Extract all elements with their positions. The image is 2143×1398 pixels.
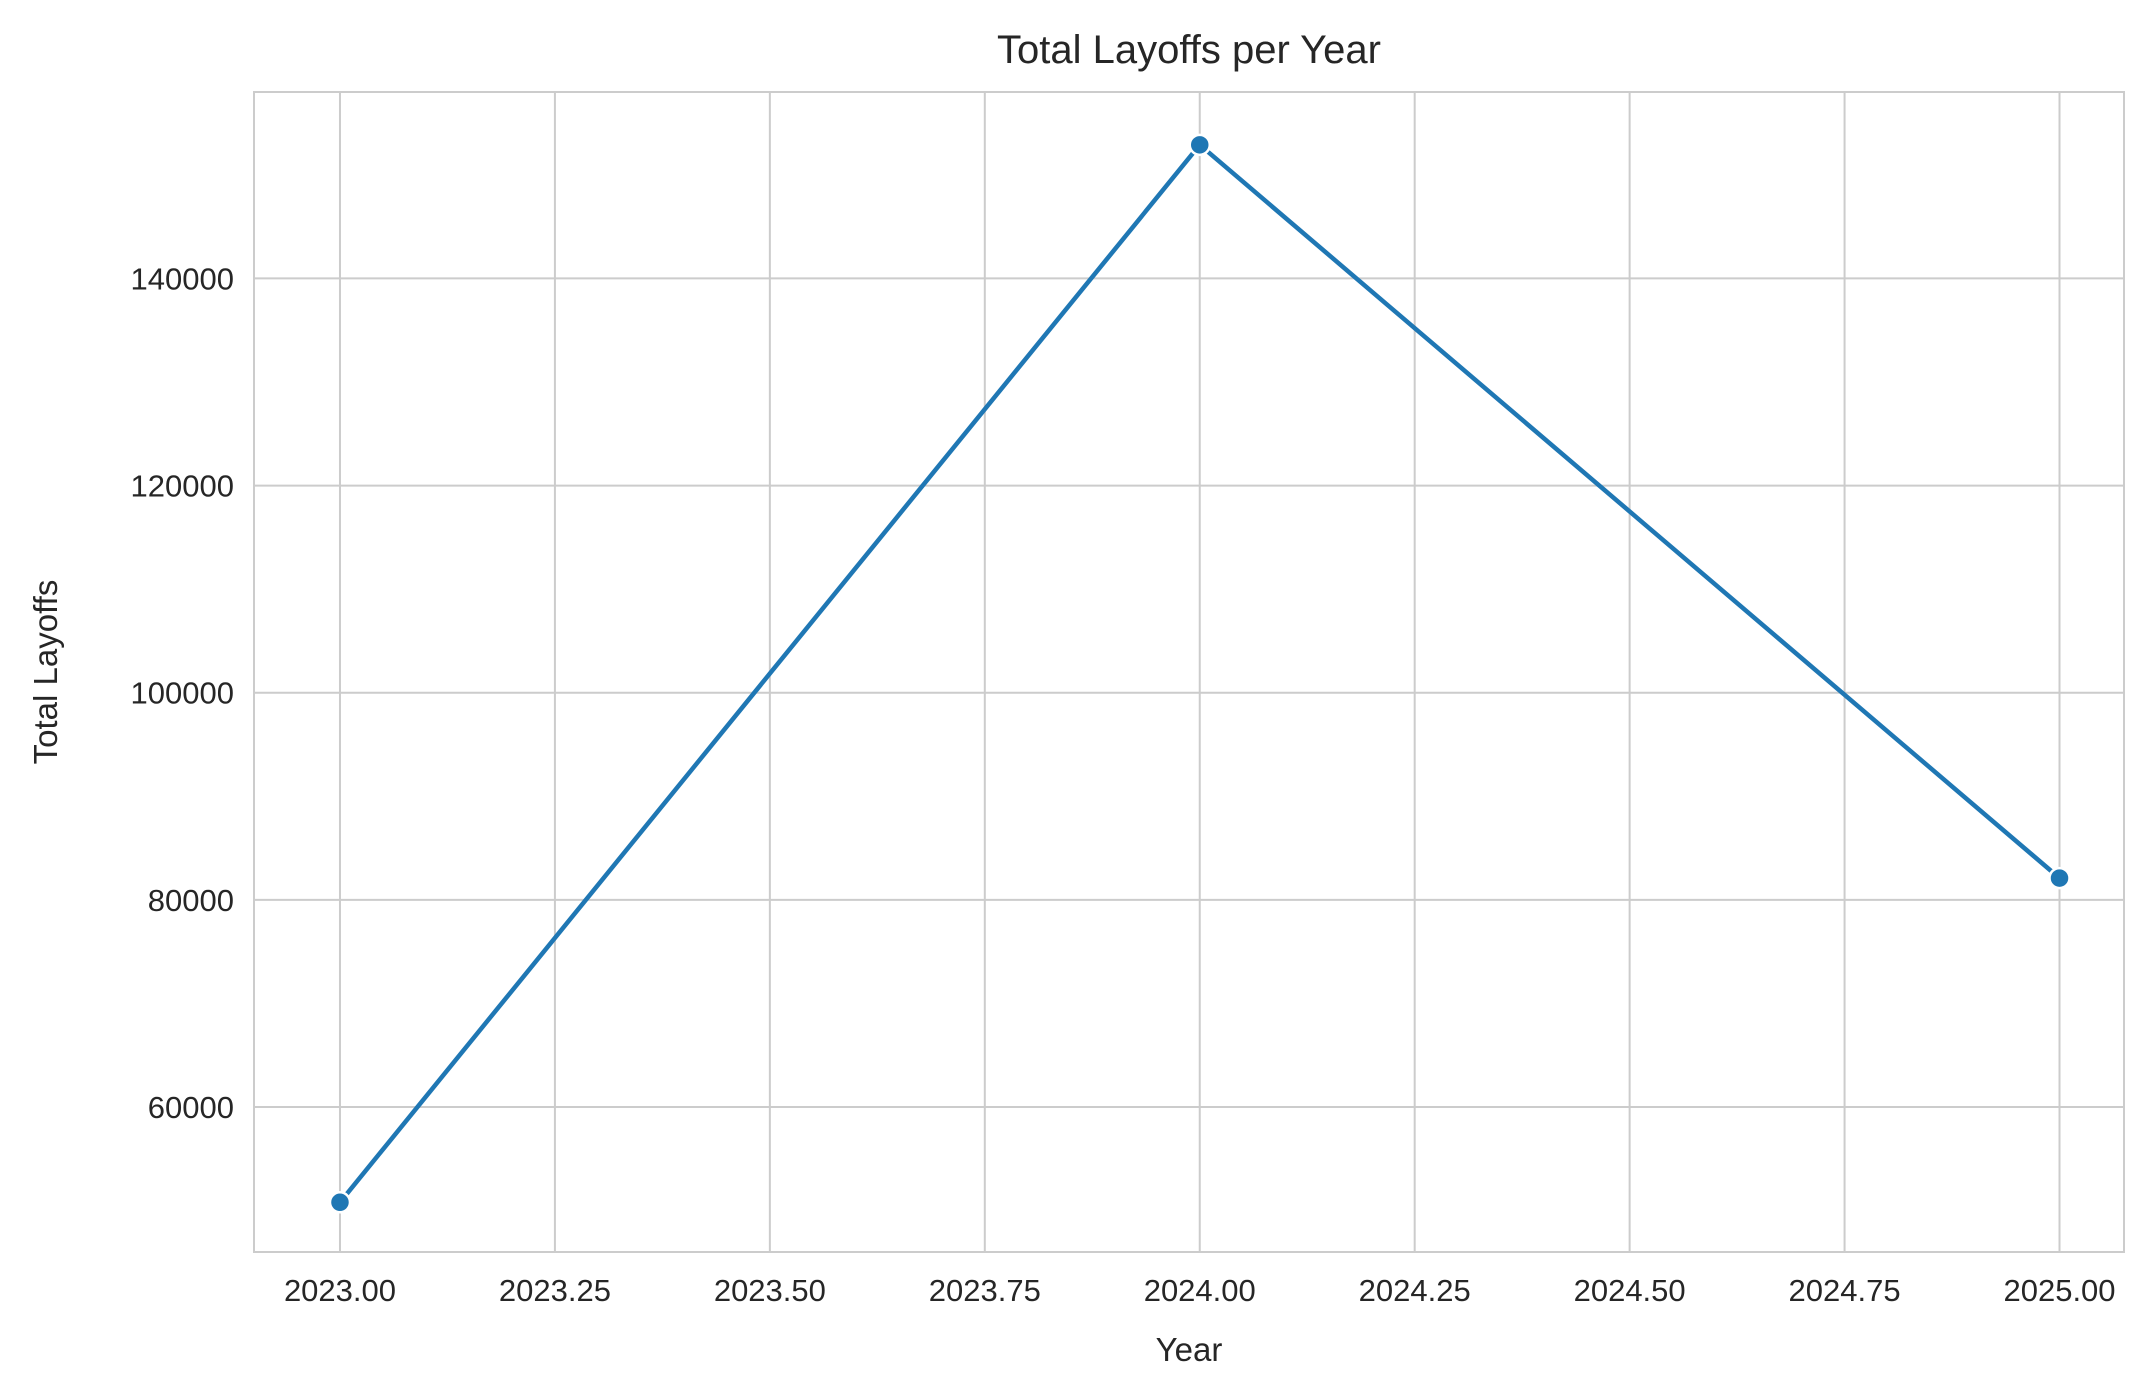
y-tick-label: 140000 xyxy=(131,261,234,296)
x-tick-label: 2024.50 xyxy=(1574,1273,1686,1308)
grid-layer xyxy=(254,92,2124,1252)
x-axis-label: Year xyxy=(1156,1331,1223,1368)
x-tick-label: 2023.25 xyxy=(499,1273,611,1308)
x-tick-label: 2025.00 xyxy=(2003,1273,2115,1308)
data-point xyxy=(2048,866,2071,890)
x-tick-label: 2023.75 xyxy=(929,1273,1041,1308)
x-tick-label: 2023.50 xyxy=(714,1273,826,1308)
y-tick-label: 80000 xyxy=(148,883,234,918)
data-point xyxy=(328,1191,352,1214)
series-layer xyxy=(328,133,2071,1214)
x-tick-label: 2024.00 xyxy=(1144,1273,1256,1308)
y-tick-label: 120000 xyxy=(131,469,234,504)
chart-title: Total Layoffs per Year xyxy=(997,28,1381,72)
x-tick-labels: 2023.00 2023.25 2023.50 2023.75 2024.00 2024.… xyxy=(284,1273,2116,1308)
y-tick-label: 100000 xyxy=(131,676,234,711)
x-tick-label: 2024.75 xyxy=(1789,1273,1901,1308)
y-tick-labels: 60000 80000 100000 120000 140000 xyxy=(131,261,234,1125)
data-point xyxy=(1188,133,1211,157)
y-axis-label: Total Layoffs xyxy=(27,580,64,765)
x-tick-label: 2024.25 xyxy=(1359,1273,1471,1308)
y-tick-label: 60000 xyxy=(148,1090,234,1125)
plot-frame xyxy=(253,91,2125,1253)
x-tick-label: 2023.00 xyxy=(284,1273,396,1308)
